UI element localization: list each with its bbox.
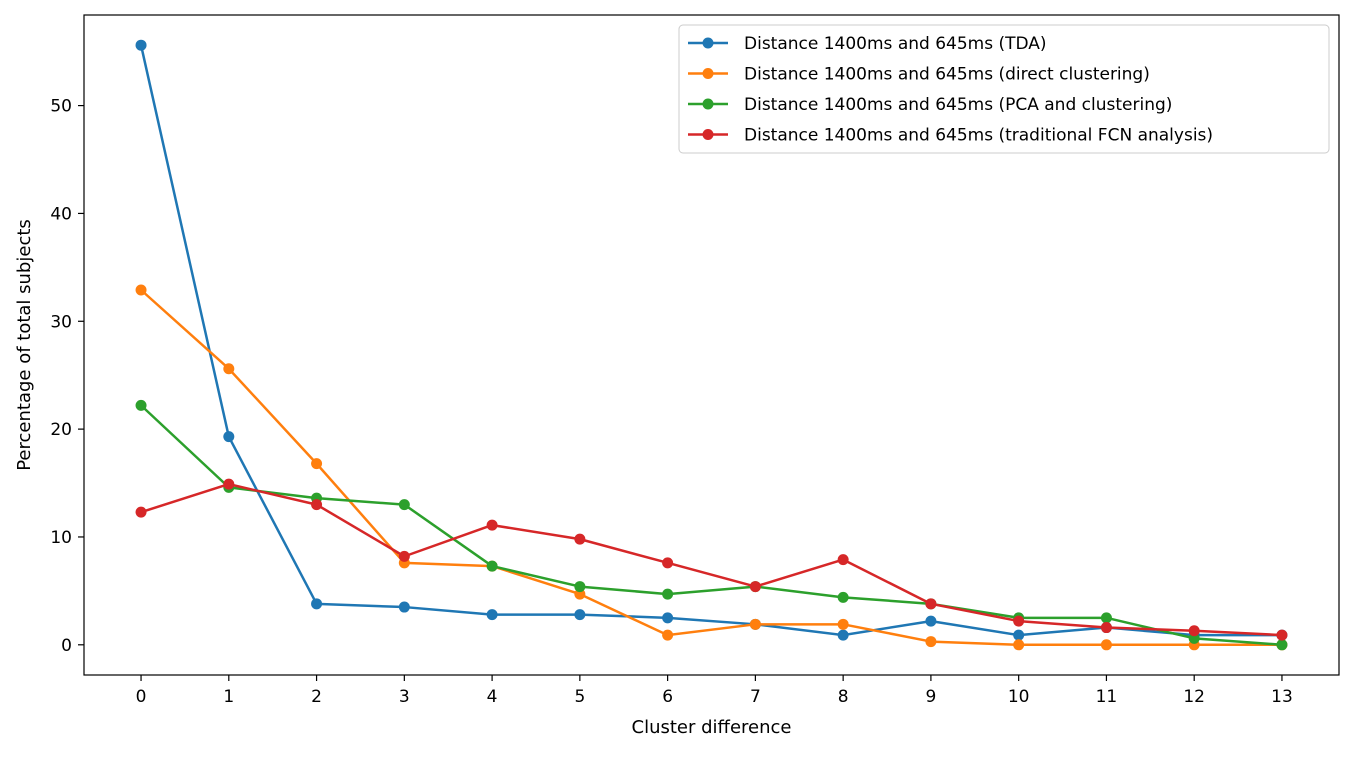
data-point xyxy=(1188,625,1200,637)
x-tick-label: 5 xyxy=(574,687,585,707)
x-tick-label: 3 xyxy=(399,687,410,707)
data-point xyxy=(1100,622,1112,634)
data-point xyxy=(135,39,147,51)
legend-box xyxy=(678,24,1330,154)
data-point xyxy=(1013,615,1025,627)
data-point xyxy=(574,588,586,600)
data-point xyxy=(486,560,498,572)
data-point xyxy=(574,581,586,593)
x-axis: 0 1 2 3 4 5 6 7 8 9 10 11 12 13 xyxy=(136,675,1293,707)
data-point xyxy=(749,618,761,630)
data-point xyxy=(1188,632,1200,644)
y-tick-label: 40 xyxy=(50,204,72,224)
x-tick-label: 1 xyxy=(223,687,234,707)
y-axis-label: Percentage of total subjects xyxy=(14,219,35,471)
data-point xyxy=(398,499,410,511)
x-tick-label: 6 xyxy=(662,687,673,707)
series-line xyxy=(140,404,1283,647)
data-point xyxy=(925,615,937,627)
data-point xyxy=(1276,629,1288,641)
data-point xyxy=(662,557,674,569)
data-point xyxy=(662,588,674,600)
legend-marker-swatch xyxy=(702,68,714,79)
data-point xyxy=(223,478,235,490)
data-point xyxy=(925,598,937,610)
data-point xyxy=(1013,639,1025,651)
series-line xyxy=(140,482,1283,637)
plot-area xyxy=(135,39,1288,651)
legend-marker-swatch xyxy=(702,37,714,49)
plot-frame xyxy=(83,14,1340,676)
y-tick-label: 10 xyxy=(50,528,72,548)
data-point xyxy=(574,533,586,545)
data-point xyxy=(135,399,147,411)
data-point xyxy=(398,550,410,562)
x-tick-label: 9 xyxy=(925,687,936,707)
data-point xyxy=(662,629,674,641)
data-point xyxy=(925,636,937,648)
data-point xyxy=(1100,612,1112,624)
x-tick-label: 4 xyxy=(487,687,498,707)
legend-item: Distance 1400ms and 645ms (traditional F… xyxy=(688,126,1213,146)
legend-marker-swatch xyxy=(702,129,714,140)
legend-label: Distance 1400ms and 645ms (traditional F… xyxy=(744,126,1213,146)
data-point xyxy=(574,609,586,621)
data-point xyxy=(662,612,674,624)
x-tick-label: 8 xyxy=(838,687,849,707)
data-point xyxy=(398,601,410,613)
legend-item: Distance 1400ms and 645ms (direct cluste… xyxy=(688,65,1150,85)
series-line xyxy=(140,289,1282,647)
data-point xyxy=(837,554,849,566)
x-tick-label: 2 xyxy=(311,687,322,707)
data-point xyxy=(1276,639,1288,651)
y-tick-label: 0 xyxy=(61,636,72,656)
legend-label: Distance 1400ms and 645ms (direct cluste… xyxy=(744,65,1150,85)
y-tick-label: 30 xyxy=(50,312,72,332)
data-point xyxy=(837,629,849,641)
data-point xyxy=(749,581,761,593)
series-line xyxy=(139,44,1282,637)
legend-label: Distance 1400ms and 645ms (PCA and clust… xyxy=(744,95,1172,115)
series-2 xyxy=(135,399,1288,651)
data-point xyxy=(135,284,147,296)
y-tick-label: 50 xyxy=(50,97,72,117)
legend-item: Distance 1400ms and 645ms (TDA) xyxy=(688,34,1047,54)
legend-marker-swatch xyxy=(702,98,714,110)
data-point xyxy=(311,458,323,470)
data-point xyxy=(837,618,849,630)
data-point xyxy=(223,363,235,375)
x-tick-label: 12 xyxy=(1183,687,1205,707)
data-point xyxy=(311,598,323,610)
data-point xyxy=(837,591,849,603)
data-point xyxy=(135,506,147,518)
data-point xyxy=(486,519,498,531)
data-point xyxy=(1100,639,1112,651)
x-tick-label: 0 xyxy=(136,687,147,707)
data-point xyxy=(223,431,235,443)
x-tick-label: 11 xyxy=(1096,687,1118,707)
x-axis-label: Cluster difference xyxy=(632,717,792,738)
legend: Distance 1400ms and 645ms (TDA) Distance … xyxy=(678,24,1330,154)
series-3 xyxy=(135,478,1288,641)
data-point xyxy=(1013,629,1025,641)
data-point xyxy=(311,499,323,511)
legend-label: Distance 1400ms and 645ms (TDA) xyxy=(744,34,1047,54)
series-1 xyxy=(135,284,1288,651)
x-tick-label: 13 xyxy=(1271,687,1293,707)
y-tick-label: 20 xyxy=(50,420,72,440)
x-tick-label: 10 xyxy=(1008,687,1030,707)
x-tick-label: 7 xyxy=(750,687,761,707)
legend-item: Distance 1400ms and 645ms (PCA and clust… xyxy=(688,95,1172,115)
y-axis: 0 10 20 30 40 50 xyxy=(50,97,84,656)
data-point xyxy=(486,609,498,621)
